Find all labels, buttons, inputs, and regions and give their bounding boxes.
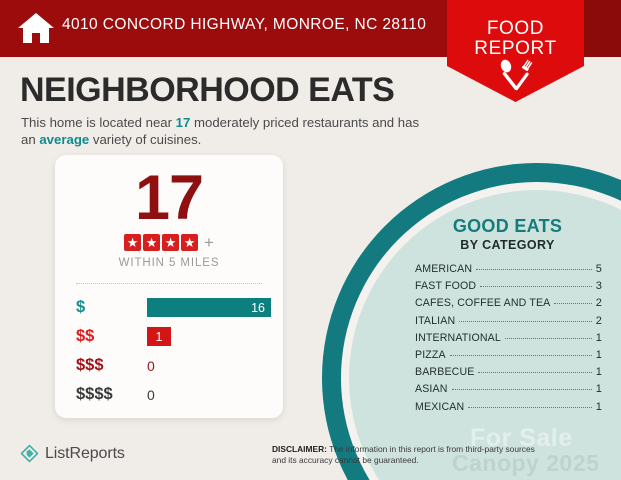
category-row: BARBECUE 1 [415,366,602,383]
category-count: 3 [595,280,602,293]
category-row: CAFES, COFFEE AND TEA 2 [415,297,602,314]
category-leader-dots [554,303,592,305]
header-bar-inner [0,0,480,57]
category-count: 1 [595,366,602,379]
good-eats-panel: GOOD EATS BY CATEGORY AMERICAN 5 FAST FOOD… [400,216,615,418]
price-tier-label: $$$$ [76,385,113,403]
category-leader-dots [504,337,592,339]
star-glyph: ★ [126,235,139,250]
category-name: ITALIAN [415,314,456,327]
price-tier-table: $16 $$ 1 $$$ 0 $$$$ 0 [55,293,283,409]
badge-title-line2: REPORT [474,38,557,59]
category-count: 1 [595,331,602,344]
category-row: AMERICAN 5 [415,263,602,280]
property-address: 4010 CONCORD HIGHWAY, MONROE, NC 28110 [62,16,427,33]
listreports-logo[interactable]: ListReports [20,444,125,463]
price-tier-bar-track: 1 [147,327,171,346]
category-name: PIZZA [415,348,446,361]
category-count: 1 [595,348,602,361]
category-leader-dots [451,389,592,391]
badge-title-line1: FOOD [486,18,545,39]
star-icon: ★ [181,234,199,251]
category-list: AMERICAN 5 FAST FOOD 3 CAFES, COFFEE AND TEA… [400,263,615,418]
category-leader-dots [476,269,592,270]
price-tier-label: $$ [76,327,95,345]
disclaimer: DISCLAIMER: The information in this repo… [272,444,540,466]
category-count: 2 [595,314,602,327]
price-tier-row: $$ 1 [55,322,283,351]
good-eats-subtitle: BY CATEGORY [460,238,555,252]
subtitle-part2: moderately priced restaurants and has an [21,115,420,147]
price-tier-row: $16 [55,293,283,322]
category-name: CAFES, COFFEE AND TEA [415,297,551,310]
category-leader-dots [480,286,592,288]
star-rating: ★ ★ ★ ★ + [55,234,283,251]
disclaimer-text: The information in this report is from t… [272,444,535,465]
star-icon: ★ [124,234,142,251]
restaurant-stats-card: 17 ★ ★ ★ ★ + WITHIN 5 MILES $16 $$ 1 $$$ 0 $$$$ 0 [55,155,283,418]
star-glyph: ★ [183,235,196,250]
category-name: ASIAN [415,383,448,396]
price-tier-value: 0 [147,357,155,374]
card-divider [76,283,262,284]
subtitle-part3: variety of cuisines. [89,132,202,147]
category-name: MEXICAN [415,400,465,413]
restaurant-count-big: 17 [134,163,204,233]
star-glyph: ★ [164,235,177,250]
category-name: BARBECUE [415,366,475,379]
price-tier-row: $$$ 0 [55,351,283,380]
price-tier-bar: 16 [147,298,271,317]
category-name: INTERNATIONAL [415,331,501,344]
good-eats-title: GOOD EATS [452,216,563,236]
star-icon: ★ [143,234,161,251]
category-row: PIZZA 1 [415,349,602,366]
listreports-house-tag-icon [20,444,39,463]
star-icon: ★ [162,234,180,251]
category-count: 1 [595,400,602,413]
page-subtitle: This home is located near 17 moderately … [21,114,431,148]
category-row: FAST FOOD 3 [415,280,602,297]
category-count: 5 [595,263,602,275]
spoon-fork-icon [500,59,533,91]
star-glyph: ★ [145,235,158,250]
category-row: MEXICAN 1 [415,401,602,418]
disclaimer-label: DISCLAIMER: [272,444,327,454]
category-count: 2 [595,297,602,310]
price-tier-row: $$$$ 0 [55,380,283,409]
category-row: INTERNATIONAL 1 [415,332,602,349]
price-tier-value: 1 [155,329,163,344]
category-leader-dots [478,372,592,374]
category-leader-dots [459,320,592,322]
category-name: FAST FOOD [415,280,477,293]
price-tier-bar-track: 16 [147,298,271,317]
price-tier-bar: 1 [147,327,171,346]
house-icon [18,13,54,43]
subtitle-variety-quality: average [39,132,90,147]
price-tier-label: $ [76,298,86,316]
within-radius-label: WITHIN 5 MILES [118,257,220,269]
category-row: ITALIAN 2 [415,315,602,332]
listreports-logo-text: ListReports [45,444,125,462]
subtitle-restaurant-count: 17 [175,115,191,130]
subtitle-part1: This home is located near [21,115,176,130]
category-name: AMERICAN [415,263,473,275]
category-count: 1 [595,383,602,396]
food-report-badge: FOOD REPORT [447,0,584,102]
category-leader-dots [468,406,592,408]
star-plus-icon: + [204,233,214,252]
price-tier-value: 16 [251,300,265,315]
page-title: NEIGHBORHOOD EATS [20,71,395,109]
category-row: ASIAN 1 [415,383,602,400]
category-leader-dots [449,354,592,356]
price-tier-label: $$$ [76,356,104,374]
price-tier-value: 0 [147,386,155,403]
